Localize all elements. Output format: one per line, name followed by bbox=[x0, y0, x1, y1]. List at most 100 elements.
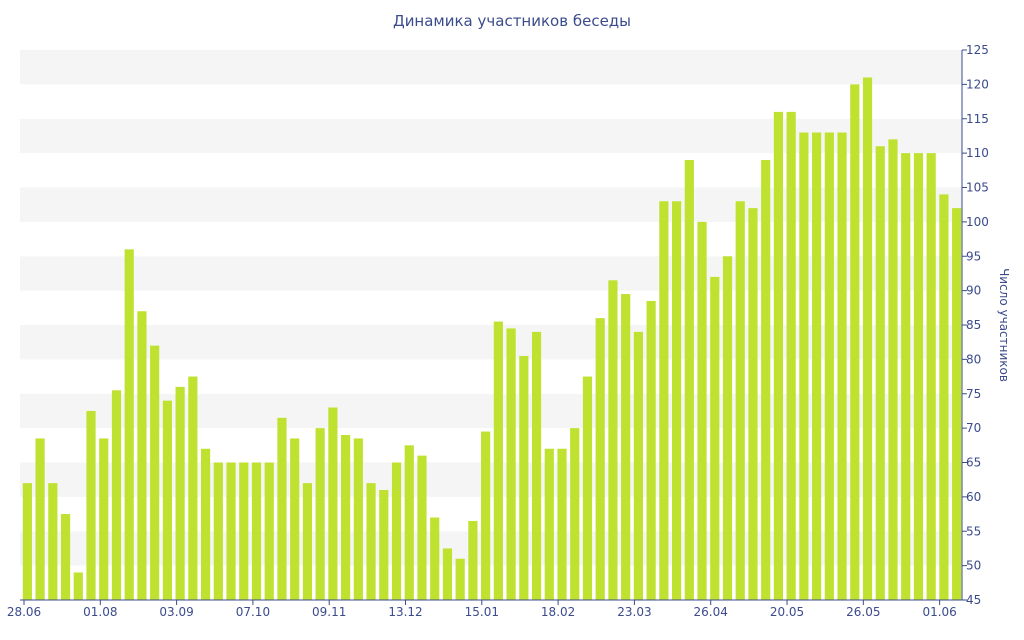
bar bbox=[608, 280, 618, 600]
bar bbox=[162, 400, 172, 601]
chart-title: Динамика участников беседы bbox=[392, 12, 632, 30]
bar bbox=[481, 431, 491, 600]
bar bbox=[837, 132, 847, 600]
bar bbox=[124, 249, 134, 601]
bar bbox=[213, 462, 223, 600]
y-tick-label: 80 bbox=[966, 352, 981, 366]
bar bbox=[582, 376, 593, 600]
bar bbox=[239, 462, 249, 600]
y-tick-label: 75 bbox=[966, 387, 981, 401]
bar bbox=[302, 483, 313, 601]
x-tick-label: 28.06 bbox=[7, 605, 41, 619]
bar bbox=[455, 558, 465, 600]
bar bbox=[939, 194, 949, 601]
bar bbox=[901, 153, 911, 601]
bar bbox=[251, 462, 262, 600]
bar bbox=[137, 311, 147, 600]
bar bbox=[799, 132, 809, 600]
y-tick-label: 125 bbox=[966, 43, 989, 57]
bar bbox=[544, 448, 554, 600]
y-tick-label: 100 bbox=[966, 215, 989, 229]
y-tick-label: 120 bbox=[966, 77, 989, 91]
bar bbox=[735, 201, 745, 600]
bar bbox=[111, 390, 122, 600]
x-tick-label: 26.05 bbox=[846, 605, 880, 619]
bar bbox=[417, 455, 427, 601]
bar bbox=[659, 201, 669, 600]
bar bbox=[264, 462, 274, 600]
bar bbox=[570, 428, 580, 601]
bar bbox=[493, 321, 503, 600]
bar bbox=[506, 328, 516, 600]
bar bbox=[175, 386, 185, 601]
y-tick-label: 65 bbox=[966, 456, 981, 470]
bar bbox=[812, 132, 822, 600]
y-tick-label: 95 bbox=[966, 249, 981, 263]
bar bbox=[60, 514, 71, 600]
x-tick-label: 13.12 bbox=[388, 605, 422, 619]
bar bbox=[150, 345, 160, 601]
bar bbox=[646, 300, 656, 600]
y-axis-label: Число участников bbox=[997, 268, 1011, 382]
bar bbox=[786, 111, 796, 601]
bar bbox=[952, 208, 962, 601]
bar bbox=[761, 160, 771, 600]
bar bbox=[277, 417, 287, 600]
bar bbox=[404, 445, 414, 600]
y-tick-label: 60 bbox=[966, 490, 981, 504]
bar bbox=[328, 407, 338, 600]
bar bbox=[850, 84, 860, 601]
bar bbox=[633, 331, 643, 601]
bar bbox=[353, 438, 363, 600]
bar bbox=[35, 438, 45, 600]
bar bbox=[188, 376, 198, 600]
bar bbox=[73, 572, 83, 600]
bar bbox=[519, 355, 529, 600]
y-tick-label: 110 bbox=[966, 146, 989, 160]
x-tick-label: 03.09 bbox=[159, 605, 193, 619]
x-axis-ticks: 28.06 01.08 03.09 07.10 09.11 13.12 15.01 18.02… bbox=[7, 600, 957, 619]
y-tick-label: 105 bbox=[966, 181, 989, 195]
bar bbox=[684, 160, 694, 600]
bar bbox=[748, 208, 758, 601]
bar bbox=[442, 548, 453, 600]
bar bbox=[391, 462, 402, 600]
bar bbox=[672, 201, 682, 600]
grid-band bbox=[20, 50, 962, 85]
x-tick-label: 01.08 bbox=[83, 605, 117, 619]
x-tick-label: 18.02 bbox=[541, 605, 575, 619]
bar bbox=[722, 256, 733, 600]
bar bbox=[99, 438, 109, 600]
y-tick-label: 70 bbox=[966, 421, 981, 435]
y-tick-label: 85 bbox=[966, 318, 981, 332]
bar bbox=[341, 435, 351, 600]
bar bbox=[290, 438, 300, 600]
bar bbox=[595, 318, 605, 601]
bar bbox=[824, 132, 834, 600]
bar bbox=[862, 77, 873, 600]
bar bbox=[710, 276, 720, 601]
bar bbox=[468, 520, 478, 600]
y-tick-label: 55 bbox=[966, 524, 981, 538]
bar bbox=[531, 331, 542, 601]
x-tick-label: 26.04 bbox=[694, 605, 728, 619]
bars bbox=[22, 77, 962, 601]
x-tick-label: 01.06 bbox=[922, 605, 956, 619]
y-tick-label: 50 bbox=[966, 559, 981, 573]
y-axis-ticks: 45 50 55 60 65 70 75 80 85 90 95 100 105 110 115 120 125 bbox=[962, 43, 989, 607]
bar bbox=[926, 153, 936, 601]
x-tick-label: 15.01 bbox=[465, 605, 499, 619]
x-tick-label: 23.03 bbox=[617, 605, 651, 619]
bar bbox=[226, 462, 236, 600]
bar bbox=[48, 483, 58, 601]
bar bbox=[86, 410, 96, 600]
bar bbox=[621, 294, 631, 600]
bar bbox=[201, 448, 211, 600]
grid-band bbox=[20, 84, 962, 119]
y-tick-label: 45 bbox=[966, 593, 981, 607]
bar bbox=[22, 483, 32, 601]
y-tick-label: 115 bbox=[966, 112, 989, 126]
bar bbox=[773, 111, 784, 601]
bar bbox=[875, 146, 885, 600]
